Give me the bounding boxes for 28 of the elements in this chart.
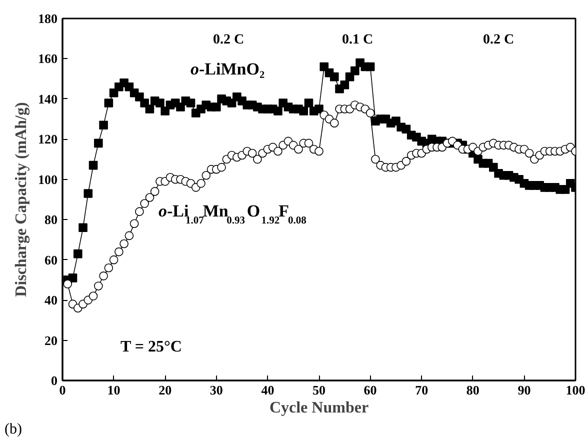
text: (b) (4, 422, 22, 437)
annotation: 0.2 C (482, 32, 514, 48)
y-tick-label: 40 (44, 292, 58, 308)
y-tick-label: 120 (38, 132, 58, 147)
x-tick-label: 30 (210, 382, 223, 398)
y-tick-label: 100 (38, 172, 58, 187)
x-tick-label: 20 (158, 382, 172, 398)
annotation: 0.1 C (342, 32, 374, 48)
x-tick-label: 10 (107, 382, 120, 398)
series-label: o-LiMnO₂ (190, 60, 265, 78)
x-tick-label: 70 (415, 382, 428, 398)
x-tick-label: 80 (466, 382, 480, 398)
y-axis-title: Discharge Capacity (mAh/g) (13, 102, 30, 297)
y-tick-label: 180 (38, 11, 58, 26)
y-tick-label: 80 (44, 212, 58, 228)
y-tick-label: 160 (38, 51, 58, 66)
x-tick-label: 40 (261, 382, 274, 398)
annotation: T = 25°C (120, 338, 182, 356)
annotation: 0.2 C (212, 32, 244, 48)
y-tick-label: 0 (51, 373, 58, 388)
y-tick-label: 60 (44, 252, 58, 268)
x-tick-label: 50 (312, 382, 326, 398)
x-tick-label: 100 (566, 382, 586, 398)
x-tick-label: 90 (518, 382, 531, 398)
x-axis-title: Cycle Number (269, 400, 369, 416)
y-tick-label: 20 (44, 332, 58, 348)
x-tick-label: 60 (364, 382, 377, 398)
y-tick-label: 140 (38, 91, 58, 106)
